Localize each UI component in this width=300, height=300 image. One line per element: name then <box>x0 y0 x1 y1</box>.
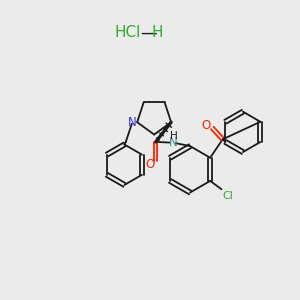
Text: N: N <box>128 116 136 129</box>
Text: O: O <box>146 158 155 171</box>
Text: —: — <box>140 24 157 42</box>
Text: H: H <box>170 131 178 141</box>
Text: H: H <box>152 25 163 40</box>
Text: Cl: Cl <box>223 191 234 201</box>
Text: N: N <box>169 136 177 149</box>
Text: O: O <box>202 118 211 131</box>
Text: HCl: HCl <box>114 25 141 40</box>
